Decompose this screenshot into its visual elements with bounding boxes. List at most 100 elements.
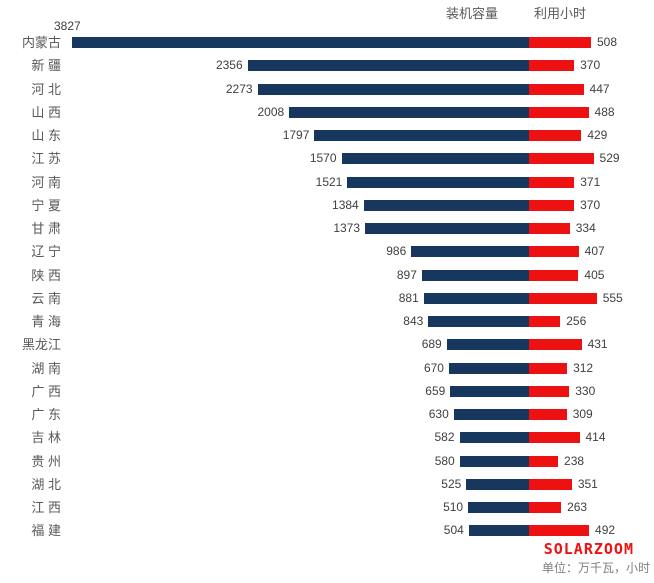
category-label: 陕 西 [31,267,61,283]
table-row: 山 东 1797 429 [0,124,654,147]
capacity-value: 2008 [257,104,285,119]
capacity-bar [421,269,529,281]
table-row: 湖 南 670 312 [0,357,654,380]
hours-bar [529,223,570,234]
capacity-value: 1384 [332,197,359,212]
capacity-value: 582 [434,430,455,445]
table-row: 吉 林 582 414 [0,426,654,449]
table-row: 陕 西 897 405 [0,264,654,287]
category-label: 河 北 [31,81,61,97]
table-row: 贵 州 580 238 [0,450,654,473]
table-row: 福 建 504 492 [0,519,654,542]
category-label: 湖 南 [31,360,61,376]
category-label: 湖 北 [31,476,61,492]
hours-bar [529,83,584,95]
hours-bar [529,60,575,72]
capacity-value: 670 [423,360,444,375]
table-row: 辽 宁 986 407 [0,240,654,263]
hours-bar [529,292,597,304]
table-row: 广 西 659 330 [0,380,654,403]
capacity-bar [365,223,529,234]
hours-bar [529,246,579,258]
hours-value: 351 [577,476,598,491]
table-row: 甘 肃 1373 334 [0,217,654,240]
hours-bar [529,199,575,211]
category-label: 山 西 [31,104,61,120]
capacity-bar [314,130,529,141]
category-label: 辽 宁 [31,244,61,260]
category-label: 新 疆 [31,58,61,74]
hours-value: 492 [595,523,616,538]
brand-watermark: SOLARZOOM [543,540,634,558]
capacity-value: 2356 [215,58,243,73]
category-label: 内蒙古 [21,35,61,50]
category-label: 河 南 [31,174,61,190]
capacity-bar [428,316,529,327]
hours-bar [529,432,580,444]
capacity-bar [247,60,529,72]
hours-value: 334 [575,221,596,235]
table-row: 河 北 2273 447 [0,78,654,101]
hours-bar [529,385,570,397]
capacity-value: 659 [425,383,446,398]
capacity-bar [423,292,529,304]
capacity-value: 689 [421,337,442,352]
capacity-bar [363,199,529,211]
category-label: 广 东 [31,407,61,422]
category-label: 江 苏 [31,151,61,167]
capacity-value: 630 [428,407,449,421]
hours-value: 429 [587,128,608,142]
capacity-value: 525 [441,476,462,491]
hours-bar [529,502,562,513]
hours-value: 555 [602,290,623,305]
capacity-bar [459,455,529,467]
capacity-value: 1570 [309,151,337,166]
capacity-value: 986 [386,244,407,259]
capacity-value: 2273 [225,81,253,96]
table-row: 黑龙江 689 431 [0,333,654,356]
hours-value: 238 [564,453,585,468]
hours-bar [529,339,582,351]
hours-bar [529,525,590,537]
capacity-value: 1521 [315,174,343,189]
category-label: 广 西 [31,383,61,399]
hours-value: 256 [566,314,587,328]
hours-bar [529,153,594,165]
capacity-value: 843 [403,314,424,328]
hours-bar [529,362,568,374]
category-label: 甘 肃 [31,221,61,236]
table-row: 新 疆 2356 370 [0,54,654,77]
hours-bar [529,269,579,281]
category-label: 贵 州 [31,453,61,469]
hours-value: 312 [573,360,594,375]
capacity-bar [72,37,529,48]
hours-bar [529,106,589,118]
hours-value: 529 [599,151,620,166]
hours-bar [529,455,559,467]
category-label: 青 海 [31,314,61,329]
capacity-value: 1797 [282,128,310,142]
table-row: 江 苏 1570 529 [0,147,654,170]
capacity-bar [446,339,529,351]
table-row: 宁 夏 1384 370 [0,194,654,217]
capacity-value: 897 [396,267,417,282]
table-row: 广 东 630 309 [0,403,654,426]
category-label: 宁 夏 [31,197,61,213]
table-row: 山 西 2008 488 [0,101,654,124]
hours-value: 330 [575,383,596,398]
hours-value: 309 [572,407,593,421]
table-row: 江 西 510 263 [0,496,654,519]
hours-value: 370 [580,197,601,212]
hours-bar [529,409,567,420]
hours-value: 263 [567,500,588,514]
category-label: 云 南 [31,290,61,306]
hours-value: 447 [589,81,610,96]
hours-bar [529,316,561,327]
hours-bar [529,130,582,141]
capacity-bar [468,525,529,537]
capacity-bar [466,478,529,490]
capacity-bar [450,385,529,397]
capacity-bar [459,432,529,444]
capacity-bar [341,153,529,165]
capacity-bar [448,362,529,374]
